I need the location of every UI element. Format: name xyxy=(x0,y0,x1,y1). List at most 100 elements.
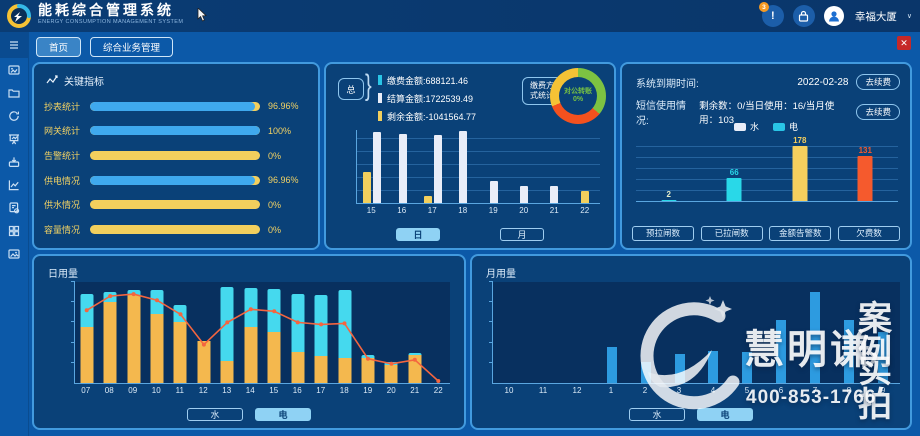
refresh-icon[interactable] xyxy=(0,104,28,127)
axis-tick xyxy=(489,361,493,363)
sms-value: 剩余数：0/当日使用：16/当月使用：103 xyxy=(699,101,835,126)
line-chart-icon[interactable] xyxy=(0,173,28,196)
x-tick-label: 15 xyxy=(366,206,376,215)
renew-system-button[interactable]: 去续费 xyxy=(856,74,900,90)
kpi-bar-fill xyxy=(90,126,260,136)
document-gear-icon[interactable] xyxy=(0,196,28,219)
kpi-value: 0% xyxy=(268,150,282,161)
monthly-usage-panel: 月用量 10 11 12 1 2 3 4 5 6 7 8 9 水电 xyxy=(470,254,912,430)
water-bar xyxy=(80,327,94,383)
stacked-bar-column xyxy=(267,282,281,383)
monthly-bar xyxy=(776,320,787,383)
stacked-bar-column xyxy=(291,282,305,383)
x-tick-label: 18 xyxy=(458,206,468,215)
kpi-label: 网关统计 xyxy=(44,126,81,137)
x-tick-label: 16 xyxy=(292,386,302,395)
legend-label: 水 xyxy=(749,122,759,132)
x-tick-label: 11 xyxy=(175,386,184,395)
alarm-category-button-0[interactable]: 预拉闸数 xyxy=(632,226,694,241)
close-icon: ✕ xyxy=(900,37,908,48)
payment-panel: 总 } 缴费金额:688121.46 结算金额:1722539.49 剩余金额:-1… xyxy=(324,62,616,250)
close-overlay-button[interactable]: ✕ xyxy=(897,36,911,50)
remain-bar xyxy=(423,195,432,203)
menu-icon[interactable] xyxy=(0,32,28,58)
grid-icon[interactable] xyxy=(0,219,28,242)
kpi-row: 供电情况 96.96% xyxy=(44,174,308,187)
monthly-usage-title: 月用量 xyxy=(486,269,516,280)
monthly-usage-chart xyxy=(489,281,900,384)
monthly-usage-tab-1[interactable]: 电 xyxy=(697,408,753,421)
alarm-category-button-3[interactable]: 欠费数 xyxy=(837,226,900,241)
kpi-label: 抄表统计 xyxy=(44,101,81,112)
alarm-category-button-1[interactable]: 已拉闸数 xyxy=(700,226,763,241)
kpi-bar-track xyxy=(90,200,260,210)
electric-bar xyxy=(314,295,328,356)
app-logo xyxy=(7,4,31,28)
gallery-icon[interactable] xyxy=(0,242,28,265)
x-tick-label: 22 xyxy=(580,206,590,215)
tab-0[interactable]: 首页 xyxy=(36,37,82,57)
water-bar xyxy=(150,314,164,383)
x-tick-label: 2 xyxy=(642,386,648,395)
renew-sms-button[interactable]: 去续费 xyxy=(856,104,900,120)
electric-bar xyxy=(267,289,281,332)
user-name[interactable]: 幸福大厦 xyxy=(854,10,897,23)
bar-value-label: 2 xyxy=(666,190,671,200)
monthly-usage-x-axis: 10 11 12 1 2 3 4 5 6 7 8 9 xyxy=(492,386,900,398)
payment-range-tabs: 日月 xyxy=(326,228,614,241)
kpi-bar-track xyxy=(90,225,260,235)
axis-tick xyxy=(489,341,493,343)
presentation-icon[interactable] xyxy=(0,127,28,150)
electric-bar xyxy=(150,290,164,315)
alarm-bar-column: 2 xyxy=(661,136,677,201)
alarm-category-button-2[interactable]: 金额告警数 xyxy=(769,226,832,241)
legend-swatch xyxy=(773,122,785,131)
monthly-usage-tab-0[interactable]: 水 xyxy=(629,408,685,421)
download-icon[interactable] xyxy=(0,150,28,173)
alarm-chart-legend: 水电 xyxy=(622,120,910,133)
chevron-down-icon[interactable]: ∨ xyxy=(906,13,912,20)
payment-chart-x-axis: 15 16 17 18 19 20 21 22 xyxy=(356,206,600,218)
legend-label: 缴费金额:688121.46 xyxy=(387,75,469,86)
expire-label: 系统到期时间: xyxy=(636,78,699,90)
avatar[interactable] xyxy=(823,6,844,26)
sms-label: 短信使用情况: xyxy=(636,101,686,127)
x-tick-label: 16 xyxy=(397,206,407,215)
monthly-bar xyxy=(742,351,753,383)
payment-range-tab-0[interactable]: 日 xyxy=(396,228,440,241)
payment-range-tab-1[interactable]: 月 xyxy=(500,228,544,241)
bar-value-label: 66 xyxy=(729,168,739,178)
x-tick-label: 6 xyxy=(778,386,784,395)
electric-bar xyxy=(338,290,352,358)
daily-usage-tab-0[interactable]: 水 xyxy=(187,408,243,421)
expire-value: 2022-02-28 xyxy=(797,76,849,88)
alarm-bar xyxy=(661,200,677,201)
kpi-bar-track xyxy=(90,126,260,136)
axis-tick xyxy=(71,301,75,303)
kpi-bar-fill xyxy=(90,175,255,185)
lock-button[interactable] xyxy=(792,5,815,27)
app-title: 能耗综合管理系统 xyxy=(38,2,174,18)
kpi-panel-title: 关键指标 xyxy=(64,77,104,88)
bar-group xyxy=(398,130,407,203)
x-tick-label: 08 xyxy=(104,386,114,395)
trend-icon xyxy=(46,75,58,84)
screen-icon[interactable] xyxy=(0,58,28,81)
kpi-row: 容量情况 0% xyxy=(44,223,308,236)
tab-1[interactable]: 综合业务管理 xyxy=(90,37,174,57)
daily-usage-tab-1[interactable]: 电 xyxy=(255,408,311,421)
monthly-bar-column xyxy=(742,282,753,383)
folder-icon[interactable] xyxy=(0,81,28,104)
monthly-bar-column xyxy=(674,282,685,383)
legend-swatch xyxy=(378,111,382,121)
water-bar xyxy=(384,364,398,383)
total-label: 总 xyxy=(338,78,364,100)
alert-icon: ! xyxy=(771,10,775,22)
x-tick-label: 19 xyxy=(488,206,498,215)
kpi-bar-track xyxy=(90,175,260,185)
kpi-bar-track xyxy=(90,151,260,161)
notifications-button[interactable]: ! 3 xyxy=(758,2,784,27)
electric-bar xyxy=(173,305,187,323)
stacked-bar-column xyxy=(338,282,352,383)
x-tick-label: 15 xyxy=(269,386,279,395)
